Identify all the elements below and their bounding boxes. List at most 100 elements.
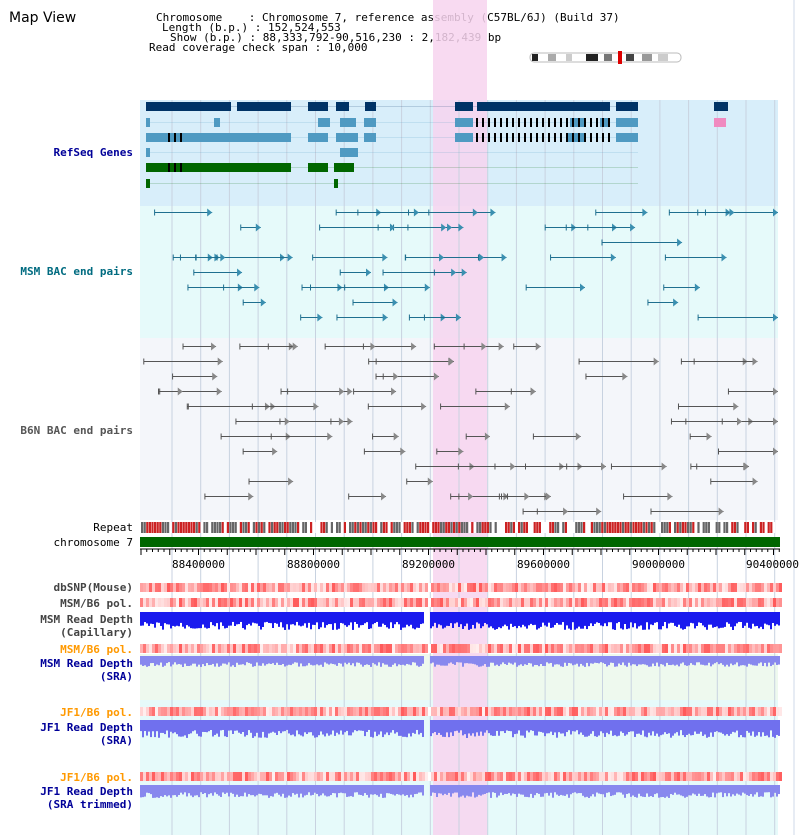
heat-cell	[212, 707, 215, 716]
depth-bar	[444, 720, 446, 737]
depth-bar	[328, 785, 330, 797]
heat-cell	[266, 598, 269, 607]
depth-bar	[400, 612, 402, 630]
depth-bar	[678, 720, 680, 736]
depth-bar	[484, 612, 486, 623]
chromosome-label[interactable]: chromosome 7	[53, 536, 133, 549]
depth-bar	[390, 656, 392, 667]
depth-bar	[660, 656, 662, 665]
exon-mark	[482, 118, 484, 127]
jf1-depth-sra-label[interactable]: JF1 Read Depth	[40, 721, 133, 734]
depth-bar	[162, 720, 164, 733]
depth-bar	[764, 785, 766, 793]
depth-bar	[306, 656, 308, 666]
jf1-depth-trim-label[interactable]: JF1 Read Depth	[40, 785, 133, 798]
depth-bar	[506, 720, 508, 731]
repeat-block	[338, 522, 341, 533]
depth-bar	[674, 656, 676, 666]
repeat-block	[229, 522, 232, 533]
depth-bar	[178, 612, 180, 627]
depth-bar	[656, 612, 658, 623]
depth-bar	[222, 720, 224, 730]
heat-cell	[701, 772, 704, 781]
bac-end-arrow	[579, 283, 585, 292]
repeat-block	[185, 522, 188, 533]
exon-mark	[506, 133, 508, 142]
depth-bar	[394, 785, 396, 796]
msm-depth-capillary-label[interactable]: MSM Read Depth	[40, 613, 133, 626]
heat-cell	[590, 598, 593, 607]
repeat-block	[156, 522, 159, 533]
repeat-block	[778, 522, 781, 533]
repeat-block	[671, 522, 674, 533]
depth-bar	[756, 785, 758, 793]
depth-bar	[478, 612, 480, 624]
depth-bar	[730, 720, 732, 734]
heat-cell	[767, 583, 770, 592]
refseq-genes-label[interactable]: RefSeq Genes	[53, 146, 133, 159]
depth-bar	[570, 785, 572, 795]
bac-end-arrow	[347, 387, 353, 396]
repeat-block	[414, 522, 417, 533]
msm-depth-sra-label[interactable]: MSM Read Depth	[40, 657, 133, 670]
depth-bar	[190, 785, 192, 796]
heat-cell	[380, 598, 383, 607]
depth-bar	[440, 612, 442, 626]
depth-bar	[482, 656, 484, 666]
exon-mark	[174, 163, 176, 172]
depth-bar	[522, 785, 524, 795]
heat-cell	[731, 598, 734, 607]
heat-cell	[503, 772, 506, 781]
heat-cell	[293, 707, 296, 716]
depth-bar	[770, 720, 772, 731]
jf1-b6-pol-label[interactable]: JF1/B6 pol.	[60, 706, 133, 719]
heat-cell	[674, 644, 677, 653]
heat-cell	[206, 598, 209, 607]
depth-bar	[592, 612, 594, 627]
depth-bar	[692, 612, 694, 624]
heat-cell	[725, 583, 728, 592]
depth-bar	[726, 720, 728, 735]
depth-bar	[356, 612, 358, 624]
depth-bar	[334, 720, 336, 736]
repeat-block	[512, 522, 515, 533]
depth-bar	[620, 785, 622, 793]
heat-cell	[311, 644, 314, 653]
heat-cell	[611, 772, 614, 781]
repeat-block	[752, 522, 755, 533]
heat-cell	[422, 598, 425, 607]
depth-bar	[586, 656, 588, 663]
heat-cell	[338, 644, 341, 653]
heat-cell	[233, 772, 236, 781]
msm-b6-pol-label[interactable]: MSM/B6 pol.	[60, 597, 133, 610]
depth-bar	[412, 785, 414, 798]
depth-bar	[178, 720, 180, 737]
msm-b6-pol-sra-label[interactable]: MSM/B6 pol.	[60, 643, 133, 656]
heat-cell	[311, 583, 314, 592]
b6n-bac-label[interactable]: B6N BAC end pairs	[20, 424, 133, 437]
msm-bac-label[interactable]: MSM BAC end pairs	[20, 265, 133, 278]
depth-bar	[338, 612, 340, 629]
repeat-label[interactable]: Repeat	[93, 521, 133, 534]
depth-bar	[198, 720, 200, 737]
depth-bar	[460, 612, 462, 625]
depth-bar	[370, 785, 372, 795]
dbsnp-label[interactable]: dbSNP(Mouse)	[53, 581, 133, 594]
depth-bar	[718, 612, 720, 629]
depth-bar	[266, 785, 268, 796]
depth-bar	[320, 720, 322, 732]
heat-cell	[224, 583, 227, 592]
depth-bar	[300, 785, 302, 794]
depth-bar	[162, 656, 164, 667]
depth-bar	[540, 656, 542, 665]
bac-end-arrow	[393, 372, 399, 381]
depth-bar	[496, 720, 498, 731]
heat-cell	[302, 644, 305, 653]
depth-bar	[606, 612, 608, 627]
repeat-block	[159, 522, 162, 533]
jf1-b6-pol-trim-label[interactable]: JF1/B6 pol.	[60, 771, 133, 784]
heat-cell	[728, 583, 731, 592]
heat-cell	[701, 644, 704, 653]
